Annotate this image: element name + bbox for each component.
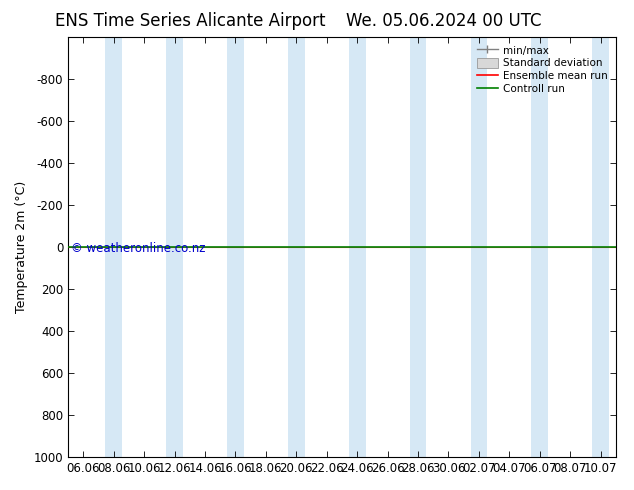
- Bar: [166, 37, 183, 457]
- Bar: [288, 37, 305, 457]
- Bar: [592, 37, 609, 457]
- Text: We. 05.06.2024 00 UTC: We. 05.06.2024 00 UTC: [346, 12, 541, 30]
- Legend: min/max, Standard deviation, Ensemble mean run, Controll run: min/max, Standard deviation, Ensemble me…: [474, 42, 611, 97]
- Bar: [531, 37, 548, 457]
- Y-axis label: Temperature 2m (°C): Temperature 2m (°C): [15, 181, 28, 313]
- Text: © weatheronline.co.nz: © weatheronline.co.nz: [71, 242, 205, 255]
- Bar: [227, 37, 244, 457]
- Bar: [470, 37, 488, 457]
- Bar: [410, 37, 427, 457]
- Bar: [105, 37, 122, 457]
- Bar: [349, 37, 366, 457]
- Text: ENS Time Series Alicante Airport: ENS Time Series Alicante Airport: [55, 12, 325, 30]
